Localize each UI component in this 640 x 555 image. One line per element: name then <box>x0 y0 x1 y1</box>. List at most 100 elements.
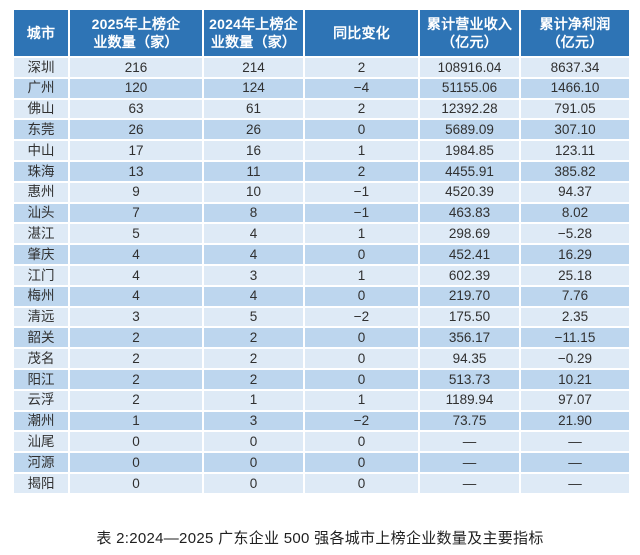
change-cell: 1 <box>305 265 418 285</box>
city-cell: 汕尾 <box>14 432 68 452</box>
table-row: 汕头 7 8 −1 463.83 8.02 <box>14 203 629 223</box>
profit-cell: 8.02 <box>521 203 629 223</box>
table-row: 东莞 26 26 0 5689.09 307.10 <box>14 120 629 140</box>
count-2025-cell: 1 <box>70 411 202 431</box>
change-cell: 0 <box>305 453 418 472</box>
city-cell: 肇庆 <box>14 245 68 264</box>
count-2024-cell: 3 <box>204 411 303 431</box>
revenue-cell: 1984.85 <box>420 141 519 160</box>
count-2024-cell: 4 <box>204 286 303 306</box>
count-2024-cell: 26 <box>204 120 303 140</box>
table-row: 梅州 4 4 0 219.70 7.76 <box>14 286 629 306</box>
count-2024-cell: 4 <box>204 245 303 264</box>
count-2025-cell: 7 <box>70 203 202 223</box>
column-header-2025-count: 2025年上榜企 业数量（家） <box>70 10 202 56</box>
city-cell: 惠州 <box>14 182 68 202</box>
change-cell: 0 <box>305 349 418 368</box>
table-row: 肇庆 4 4 0 452.41 16.29 <box>14 245 629 264</box>
revenue-cell: 298.69 <box>420 224 519 244</box>
city-cell: 潮州 <box>14 411 68 431</box>
revenue-cell: 452.41 <box>420 245 519 264</box>
count-2025-cell: 13 <box>70 161 202 181</box>
count-2024-cell: 61 <box>204 99 303 119</box>
count-2025-cell: 3 <box>70 307 202 327</box>
revenue-cell: 356.17 <box>420 328 519 348</box>
table-row: 河源 0 0 0— — <box>14 453 629 472</box>
count-2025-cell: 17 <box>70 141 202 160</box>
count-2025-cell: 5 <box>70 224 202 244</box>
profit-cell: 8637.34 <box>521 58 629 77</box>
profit-cell: 10.21 <box>521 369 629 389</box>
count-2024-cell: 0 <box>204 453 303 472</box>
revenue-cell: 51155.06 <box>420 78 519 98</box>
column-header-total-revenue: 累计营业收入 （亿元） <box>420 10 519 56</box>
column-header-net-profit: 累计净利润 （亿元） <box>521 10 629 56</box>
city-cell: 佛山 <box>14 99 68 119</box>
table-row: 广州 120 124 −4 51155.06 1466.10 <box>14 78 629 98</box>
change-cell: 0 <box>305 245 418 264</box>
table-row: 湛江 5 4 1 298.69 −5.28 <box>14 224 629 244</box>
change-cell: 2 <box>305 161 418 181</box>
table-row: 汕尾 0 0 0— — <box>14 432 629 452</box>
city-stats-table: 城市 2025年上榜企 业数量（家） 2024年上榜企 业数量（家） 同比变化 … <box>12 8 631 495</box>
count-2025-cell: 2 <box>70 390 202 410</box>
city-cell: 江门 <box>14 265 68 285</box>
change-cell: 1 <box>305 224 418 244</box>
count-2024-cell: 11 <box>204 161 303 181</box>
table-row: 深圳 216 214 2 108916.04 8637.34 <box>14 58 629 77</box>
city-cell: 深圳 <box>14 58 68 77</box>
count-2025-cell: 2 <box>70 328 202 348</box>
revenue-cell: 73.75 <box>420 411 519 431</box>
table-row: 珠海 13 11 2 4455.91 385.82 <box>14 161 629 181</box>
revenue-cell: — <box>420 432 519 452</box>
revenue-cell: 175.50 <box>420 307 519 327</box>
profit-cell: 16.29 <box>521 245 629 264</box>
table-row: 潮州 1 3 −2 73.75 21.90 <box>14 411 629 431</box>
table-body: 深圳 216 214 2 108916.04 8637.34 广州 120 124 −4 51155… <box>14 58 629 493</box>
profit-cell: −0.29 <box>521 349 629 368</box>
profit-cell: — <box>521 432 629 452</box>
change-cell: 0 <box>305 328 418 348</box>
revenue-cell: 219.70 <box>420 286 519 306</box>
column-header-2024-count: 2024年上榜企 业数量（家） <box>204 10 303 56</box>
table-header: 城市 2025年上榜企 业数量（家） 2024年上榜企 业数量（家） 同比变化 … <box>14 10 629 56</box>
revenue-cell: — <box>420 453 519 472</box>
city-cell: 云浮 <box>14 390 68 410</box>
change-cell: −2 <box>305 411 418 431</box>
count-2025-cell: 4 <box>70 245 202 264</box>
count-2024-cell: 0 <box>204 432 303 452</box>
profit-cell: −11.15 <box>521 328 629 348</box>
count-2025-cell: 0 <box>70 432 202 452</box>
count-2024-cell: 16 <box>204 141 303 160</box>
profit-cell: 123.11 <box>521 141 629 160</box>
count-2024-cell: 4 <box>204 224 303 244</box>
count-2025-cell: 2 <box>70 369 202 389</box>
city-cell: 河源 <box>14 453 68 472</box>
city-cell: 梅州 <box>14 286 68 306</box>
city-cell: 东莞 <box>14 120 68 140</box>
city-cell: 清远 <box>14 307 68 327</box>
city-cell: 韶关 <box>14 328 68 348</box>
city-cell: 汕头 <box>14 203 68 223</box>
count-2024-cell: 2 <box>204 349 303 368</box>
table-row: 清远 3 5 −2 175.50 2.35 <box>14 307 629 327</box>
count-2024-cell: 2 <box>204 328 303 348</box>
count-2024-cell: 10 <box>204 182 303 202</box>
change-cell: 0 <box>305 286 418 306</box>
count-2024-cell: 8 <box>204 203 303 223</box>
profit-cell: 94.37 <box>521 182 629 202</box>
change-cell: 0 <box>305 473 418 493</box>
revenue-cell: 4520.39 <box>420 182 519 202</box>
table-row: 佛山 63 61 2 12392.28 791.05 <box>14 99 629 119</box>
table-row: 中山 17 16 1 1984.85 123.11 <box>14 141 629 160</box>
table-caption: 表 2:2024—2025 广东企业 500 强各城市上榜企业数量及主要指标 <box>96 530 544 547</box>
city-cell: 湛江 <box>14 224 68 244</box>
revenue-cell: 463.83 <box>420 203 519 223</box>
count-2025-cell: 216 <box>70 58 202 77</box>
city-cell: 中山 <box>14 141 68 160</box>
count-2024-cell: 3 <box>204 265 303 285</box>
count-2024-cell: 0 <box>204 473 303 493</box>
revenue-cell: 602.39 <box>420 265 519 285</box>
column-header-yoy-change: 同比变化 <box>305 10 418 56</box>
